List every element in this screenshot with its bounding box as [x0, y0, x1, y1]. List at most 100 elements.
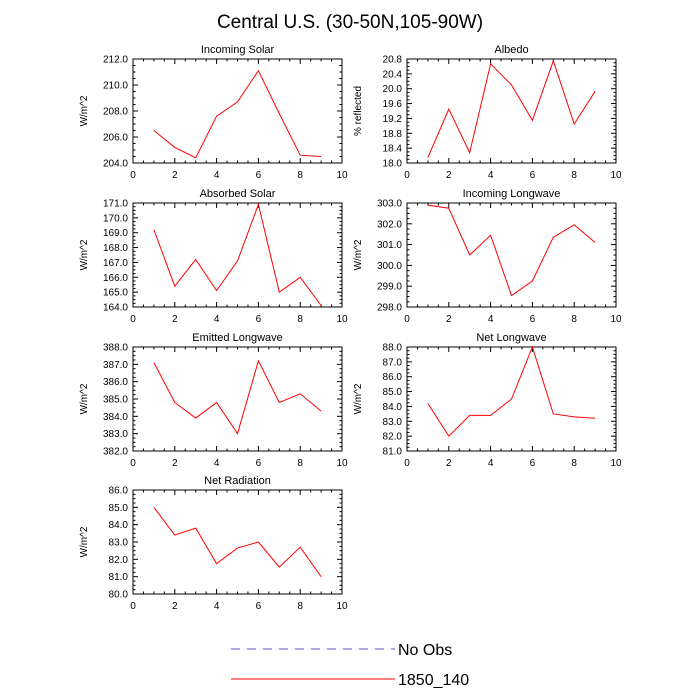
panel-net-radiation-frame [132, 489, 343, 595]
panel-emitted-longwave-xtick-label: 0 [130, 458, 136, 469]
panel-albedo-xtick-label: 6 [530, 170, 536, 181]
panel-albedo-xtick-label: 0 [404, 170, 410, 181]
panel-albedo-ylabel: % reflected [353, 86, 364, 136]
panel-absorbed-solar-ytick-label: 166.0 [103, 273, 128, 284]
panel-net-longwave-ylabel: W/m^2 [353, 383, 364, 414]
panel-absorbed-solar-xtick-label: 4 [214, 314, 220, 325]
panel-incoming-longwave-xtick-label: 6 [530, 314, 536, 325]
panel-incoming-solar-xtick-label: 8 [297, 170, 303, 181]
panel-albedo-frame [406, 58, 617, 164]
panel-emitted-longwave-xtick-label: 6 [256, 458, 262, 469]
panel-net-radiation-xtick-label: 4 [214, 601, 220, 612]
panel-albedo: Albedo % reflected 0 2 4 6 8 10 18.0 18.4 18.8 19.2… [353, 44, 622, 181]
panel-net-radiation-ytick-label: 84.0 [109, 520, 129, 531]
panel-incoming-longwave-xtick-label: 8 [571, 314, 577, 325]
panel-emitted-longwave-ytick-label: 388.0 [103, 343, 128, 354]
panel-albedo-ytick-label: 20.8 [383, 55, 403, 66]
panel-absorbed-solar-xtick-label: 6 [256, 314, 262, 325]
panel-incoming-longwave-series-line [427, 204, 596, 297]
panel-incoming-longwave-title: Incoming Longwave [463, 188, 561, 200]
panel-albedo-series-line [427, 59, 596, 158]
panel-net-radiation-ytick-label: 83.0 [109, 538, 129, 549]
panel-incoming-solar-xtick-label: 10 [336, 170, 348, 181]
panel-absorbed-solar-series-line [153, 202, 322, 306]
panel-net-longwave-ytick-label: 83.0 [383, 417, 403, 428]
panel-absorbed-solar-ytick-label: 169.0 [103, 228, 128, 239]
panel-incoming-longwave-xtick-label: 10 [610, 314, 622, 325]
panel-albedo-ytick-label: 18.8 [383, 129, 403, 140]
panel-incoming-longwave-ytick-label: 302.0 [377, 219, 402, 230]
panel-net-radiation-xtick-label: 6 [256, 601, 262, 612]
panel-net-radiation-series-line [153, 507, 322, 577]
panel-absorbed-solar-xtick-label: 10 [336, 314, 348, 325]
panel-incoming-solar-frame [132, 58, 343, 164]
panel-incoming-longwave-ytick-label: 298.0 [377, 303, 402, 314]
panel-incoming-longwave-xtick-label: 4 [488, 314, 494, 325]
panel-albedo-xtick-label: 8 [571, 170, 577, 181]
panel-albedo-xtick-label: 4 [488, 170, 494, 181]
panel-net-radiation-ytick-label: 80.0 [109, 590, 129, 601]
panel-net-longwave-ytick-label: 82.0 [383, 432, 403, 443]
panel-incoming-solar-xtick-label: 6 [256, 170, 262, 181]
panel-emitted-longwave-title: Emitted Longwave [192, 332, 283, 344]
figure-title: Central U.S. (30-50N,105-90W) [217, 12, 483, 33]
panel-net-longwave-ytick-label: 86.0 [383, 372, 403, 383]
panel-albedo-ytick-label: 20.4 [383, 69, 403, 80]
panel-net-radiation-ytick-label: 86.0 [109, 486, 129, 497]
panel-incoming-solar-title: Incoming Solar [201, 44, 275, 56]
panel-emitted-longwave-ytick-label: 387.0 [103, 360, 128, 371]
panel-net-radiation-xtick-label: 8 [297, 601, 303, 612]
panel-net-longwave-xtick-label: 6 [530, 458, 536, 469]
panel-incoming-solar-ytick-label: 206.0 [103, 133, 128, 144]
panel-albedo-ytick-label: 19.2 [383, 114, 403, 125]
panel-net-radiation-ylabel: W/m^2 [79, 526, 90, 557]
panel-incoming-solar-ytick-label: 212.0 [103, 55, 128, 66]
panel-incoming-longwave-ytick-label: 299.0 [377, 282, 402, 293]
panel-net-radiation-ytick-label: 81.0 [109, 572, 129, 583]
panel-absorbed-solar-title: Absorbed Solar [200, 188, 276, 200]
panel-emitted-longwave-series-line [153, 359, 322, 435]
panel-net-longwave-xtick-label: 0 [404, 458, 410, 469]
panel-albedo-title: Albedo [494, 44, 528, 56]
panel-net-longwave-ytick-label: 87.0 [383, 357, 403, 368]
panel-incoming-solar-ylabel: W/m^2 [79, 95, 90, 126]
panel-emitted-longwave-ytick-label: 385.0 [103, 395, 128, 406]
panel-net-radiation-xtick-label: 2 [172, 601, 178, 612]
panel-incoming-solar-xtick-label: 2 [172, 170, 178, 181]
legend-label-no-obs: No Obs [398, 642, 452, 659]
panel-incoming-longwave-ytick-label: 300.0 [377, 261, 402, 272]
panel-albedo-ytick-label: 18.4 [383, 144, 403, 155]
panel-emitted-longwave-xtick-label: 8 [297, 458, 303, 469]
panel-net-longwave-ytick-label: 84.0 [383, 402, 403, 413]
panel-absorbed-solar-ytick-label: 165.0 [103, 288, 128, 299]
panel-net-longwave-title: Net Longwave [476, 332, 546, 344]
panel-incoming-longwave-ylabel: W/m^2 [353, 239, 364, 270]
panel-albedo-ytick-label: 20.0 [383, 84, 403, 95]
panel-net-longwave: Net Longwave W/m^2 0 2 4 6 8 10 81.0 82.0 83.0 84.0… [353, 332, 622, 469]
panel-albedo-xtick-label: 10 [610, 170, 622, 181]
panel-absorbed-solar-ytick-label: 171.0 [103, 199, 128, 210]
panel-absorbed-solar-xtick-label: 8 [297, 314, 303, 325]
panel-emitted-longwave-ytick-label: 383.0 [103, 429, 128, 440]
legend: No Obs 1850_140 [231, 642, 469, 689]
panel-emitted-longwave-ytick-label: 386.0 [103, 377, 128, 388]
panel-net-longwave-xtick-label: 10 [610, 458, 622, 469]
panel-incoming-longwave-frame [406, 202, 617, 308]
panel-net-radiation-title: Net Radiation [204, 475, 271, 487]
panel-incoming-solar-ytick-label: 210.0 [103, 81, 128, 92]
panel-incoming-solar-ytick-label: 204.0 [103, 159, 128, 170]
panel-incoming-solar-ytick-label: 208.0 [103, 107, 128, 118]
panel-emitted-longwave-ytick-label: 384.0 [103, 412, 128, 423]
panel-net-radiation-ytick-label: 85.0 [109, 503, 129, 514]
panel-net-radiation-xtick-label: 10 [336, 601, 348, 612]
panel-albedo-ytick-label: 19.6 [383, 99, 403, 110]
panel-absorbed-solar-ytick-label: 170.0 [103, 213, 128, 224]
panel-absorbed-solar-ytick-label: 164.0 [103, 303, 128, 314]
panel-net-radiation-ytick-label: 82.0 [109, 555, 129, 566]
panel-emitted-longwave-xtick-label: 10 [336, 458, 348, 469]
panel-incoming-solar: Incoming Solar W/m^2 0 2 4 6 8 10 204.0 206.0 208.… [79, 44, 348, 181]
panel-incoming-longwave-ytick-label: 303.0 [377, 199, 402, 210]
panel-incoming-solar-xtick-label: 0 [130, 170, 136, 181]
panel-net-radiation: Net Radiation W/m^2 0 2 4 6 8 10 80.0 81.0 82.0 83.… [79, 475, 348, 612]
